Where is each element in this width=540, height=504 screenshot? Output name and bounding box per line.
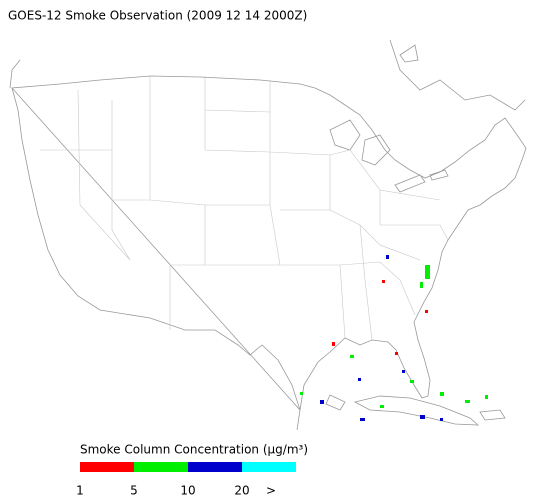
legend-swatch bbox=[134, 462, 188, 472]
smoke-pixel bbox=[382, 280, 385, 283]
legend-swatch bbox=[80, 462, 134, 472]
smoke-pixel bbox=[395, 352, 398, 355]
smoke-pixels bbox=[300, 255, 488, 421]
smoke-pixel bbox=[332, 342, 335, 346]
smoke-pixel bbox=[420, 282, 423, 288]
smoke-pixel bbox=[386, 255, 389, 259]
smoke-pixel bbox=[358, 378, 361, 381]
legend-label: 20 bbox=[234, 484, 249, 498]
base-map bbox=[9, 39, 527, 431]
legend-swatch bbox=[188, 462, 242, 472]
map-title: GOES-12 Smoke Observation (2009 12 14 20… bbox=[8, 9, 307, 23]
smoke-pixel bbox=[440, 418, 443, 421]
smoke-pixel bbox=[320, 400, 324, 404]
legend-swatch bbox=[242, 462, 296, 472]
legend-title: Smoke Column Concentration (μg/m³) bbox=[80, 443, 308, 457]
legend-label: 1 bbox=[76, 484, 84, 498]
smoke-pixel bbox=[485, 395, 488, 399]
great-lakes bbox=[329, 119, 449, 193]
smoke-pixel bbox=[360, 418, 365, 421]
canada-coast bbox=[9, 39, 526, 111]
legend: 1 5 10 20 > bbox=[76, 462, 296, 498]
us-outline bbox=[11, 75, 527, 431]
state-lines bbox=[40, 76, 449, 341]
legend-label: 5 bbox=[130, 484, 138, 498]
smoke-pixel bbox=[440, 392, 444, 396]
smoke-pixel bbox=[350, 355, 354, 358]
smoke-pixel bbox=[425, 265, 430, 279]
smoke-pixel bbox=[402, 370, 405, 373]
smoke-pixel bbox=[420, 415, 425, 419]
smoke-pixel bbox=[380, 405, 384, 408]
smoke-pixel bbox=[300, 392, 303, 395]
smoke-pixel bbox=[465, 400, 470, 403]
legend-label: > bbox=[266, 484, 276, 498]
smoke-pixel bbox=[410, 380, 414, 383]
caribbean bbox=[325, 394, 506, 426]
legend-label: 10 bbox=[180, 484, 195, 498]
smoke-pixel bbox=[425, 310, 428, 313]
